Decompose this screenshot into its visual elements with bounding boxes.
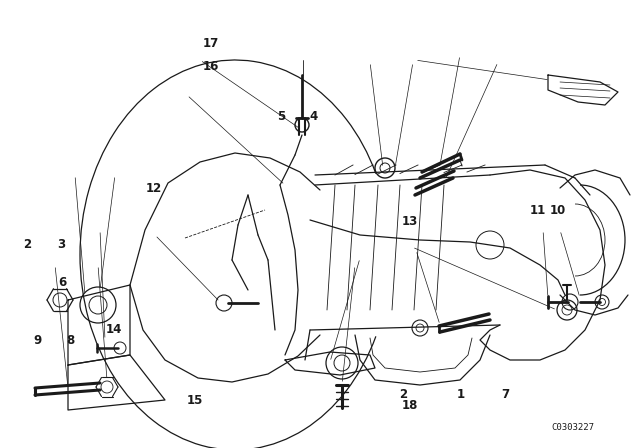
Text: 6: 6 [59, 276, 67, 289]
Text: 3: 3 [57, 237, 65, 251]
Text: 4: 4 [310, 110, 317, 123]
Text: 2: 2 [23, 237, 31, 251]
Text: 7: 7 [502, 388, 509, 401]
Text: 15: 15 [187, 394, 204, 408]
Text: 17: 17 [203, 37, 220, 51]
Text: 13: 13 [401, 215, 418, 228]
Text: 14: 14 [106, 323, 122, 336]
Text: 11: 11 [529, 204, 546, 217]
Text: 16: 16 [203, 60, 220, 73]
Text: 1: 1 [457, 388, 465, 401]
Text: 10: 10 [550, 204, 566, 217]
Text: 8: 8 [67, 334, 74, 347]
Text: C0303227: C0303227 [551, 423, 595, 432]
Text: 12: 12 [145, 181, 162, 195]
Text: 2: 2 [399, 388, 407, 401]
Text: 9: 9 [33, 334, 41, 347]
Text: 5: 5 [278, 110, 285, 123]
Text: 18: 18 [401, 399, 418, 412]
